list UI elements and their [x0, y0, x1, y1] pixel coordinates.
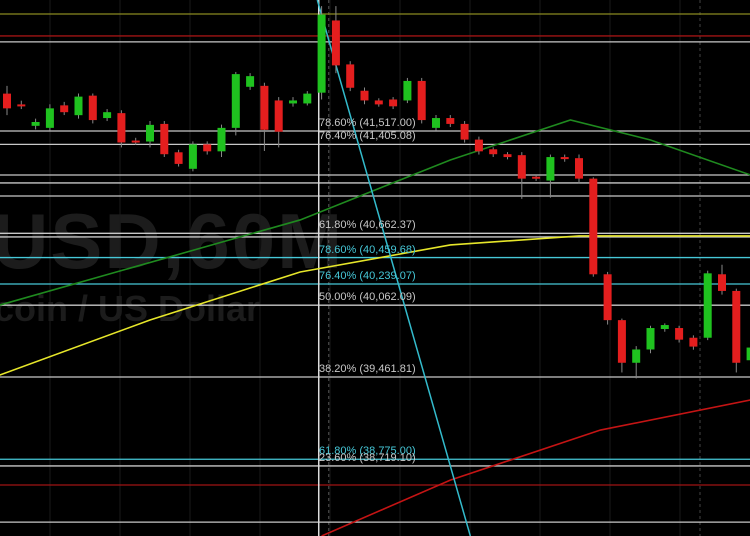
candle-down	[474, 139, 483, 152]
candle-up	[660, 325, 669, 329]
candle-up	[188, 144, 197, 169]
candle-down	[60, 105, 69, 113]
candle-up	[303, 93, 312, 104]
watermark-description: coin / US Dollar	[0, 288, 261, 329]
candle-down	[446, 118, 455, 124]
fib-level-label: 38.20% (39,461.81)	[319, 363, 416, 376]
candle-up	[217, 127, 226, 152]
candle-up	[103, 112, 112, 119]
candle-down	[489, 149, 498, 155]
candle-down	[374, 100, 383, 105]
candle-up	[746, 347, 750, 361]
moving-average-line	[0, 119, 750, 306]
fib-level-label: 61.80% (38,775.00)	[319, 445, 416, 458]
candle-down	[117, 113, 126, 143]
fib-level-label: 78.60% (41,517.00)	[319, 116, 416, 129]
candle-down	[17, 104, 26, 107]
candle-down	[689, 337, 698, 347]
candle-down	[260, 85, 269, 130]
candle-down	[174, 152, 183, 164]
candle-down	[718, 274, 726, 291]
candle-down	[274, 100, 283, 132]
candle-up	[31, 121, 40, 126]
fib-level-label: 76.40% (41,405.08)	[319, 130, 416, 143]
candle-down	[589, 178, 598, 275]
candle-up	[45, 108, 54, 128]
candle-up	[146, 124, 154, 142]
candle-up	[632, 349, 641, 363]
candle-down	[160, 123, 169, 155]
candle-down	[346, 64, 355, 88]
candle-up	[546, 157, 555, 181]
candle-down	[460, 123, 469, 140]
candle-down	[503, 154, 512, 158]
candle-down	[532, 176, 541, 179]
candle-down	[517, 155, 526, 179]
candle-down	[560, 157, 569, 160]
candle-up	[646, 328, 655, 350]
candle-up	[403, 80, 412, 101]
candle-up	[432, 118, 440, 128]
candle-down	[3, 93, 11, 109]
candle-down	[417, 80, 426, 121]
fib-level-label: 50.00% (40,062.09)	[319, 291, 416, 304]
trendline	[316, 0, 472, 536]
candle-down	[732, 290, 741, 363]
fib-level-label: 61.80% (40,662.37)	[319, 219, 416, 232]
candle-down	[360, 90, 369, 101]
candle-down	[575, 158, 583, 179]
moving-average-line	[321, 399, 750, 536]
candle-down	[88, 95, 97, 121]
moving-average-line	[0, 235, 750, 376]
candle-down	[603, 274, 612, 321]
candle-down	[675, 328, 684, 340]
candle-down	[389, 99, 398, 107]
candle-down	[131, 140, 140, 143]
candle-up	[703, 273, 712, 338]
fib-level-label: 78.60% (40,459.68)	[319, 243, 416, 256]
candle-down	[617, 320, 626, 363]
candle-up	[289, 100, 297, 104]
fib-level-label: 76.40% (40,239.07)	[319, 269, 416, 282]
candle-down	[331, 20, 340, 66]
candle-up	[317, 14, 326, 93]
fib-level-label: 23.60% (38,719.10)	[319, 451, 416, 464]
candle-up	[231, 74, 240, 128]
candle-up	[246, 76, 255, 87]
candle-up	[74, 96, 83, 116]
candle-down	[203, 144, 212, 152]
watermark-symbol: USD,60M	[0, 197, 345, 285]
